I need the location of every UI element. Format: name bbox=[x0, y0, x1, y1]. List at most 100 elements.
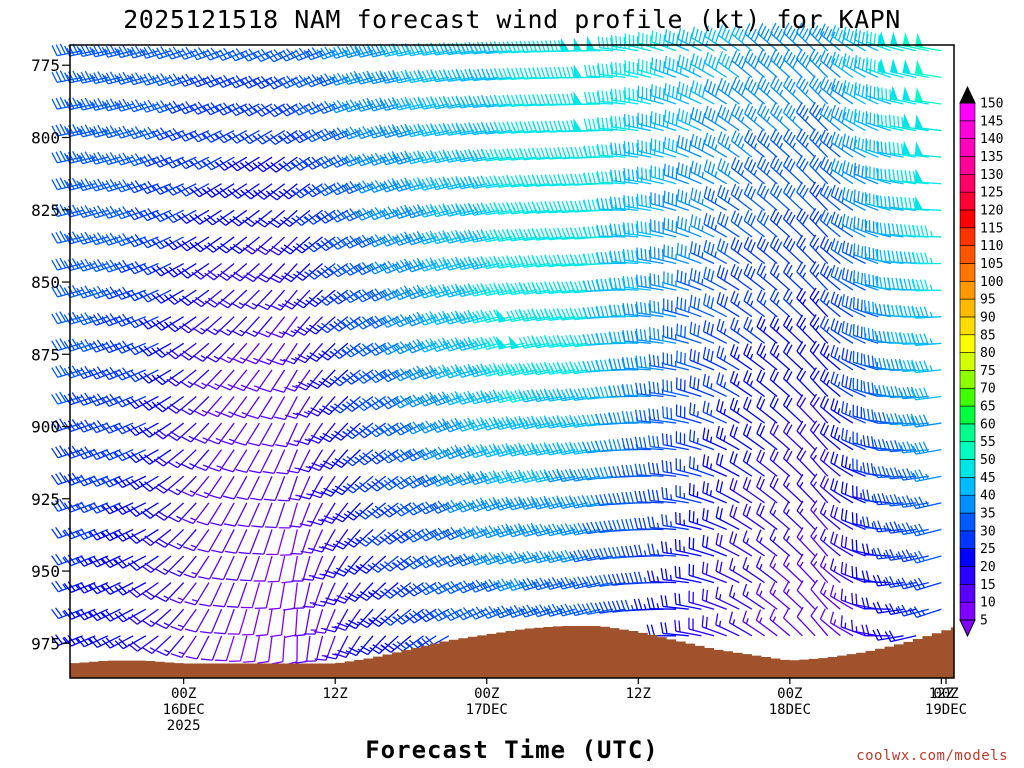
wind-barb bbox=[357, 608, 387, 629]
wind-barb bbox=[227, 609, 248, 635]
wind-barb bbox=[392, 123, 424, 138]
x-tick-label: 12Z bbox=[929, 686, 954, 702]
colorbar-tick-label: 95 bbox=[980, 293, 996, 308]
y-tick-label: 825 bbox=[31, 201, 60, 220]
wind-barb bbox=[676, 350, 702, 371]
wind-barb bbox=[270, 289, 298, 311]
wind-barb bbox=[193, 396, 223, 417]
wind-barb bbox=[302, 582, 324, 608]
wind-barb bbox=[743, 316, 765, 344]
wind-barb bbox=[392, 204, 424, 219]
wind-barb bbox=[243, 635, 261, 663]
wind-barb bbox=[865, 30, 892, 52]
wind-barb bbox=[242, 209, 273, 228]
wind-barb bbox=[417, 122, 449, 137]
wind-barb bbox=[756, 476, 778, 504]
wind-barb bbox=[688, 563, 715, 584]
wind-barb bbox=[253, 48, 285, 63]
wind-barb bbox=[308, 422, 336, 444]
wind-barb bbox=[690, 106, 715, 132]
wind-barb bbox=[505, 415, 538, 430]
wind-barb bbox=[690, 187, 715, 211]
wind-barb bbox=[676, 215, 702, 238]
colorbar-swatch bbox=[959, 316, 976, 336]
wind-barb bbox=[184, 582, 210, 606]
wind-barb bbox=[842, 106, 866, 132]
colorbar-swatch bbox=[959, 138, 976, 157]
wind-barb bbox=[902, 113, 929, 132]
wind-barb bbox=[101, 449, 134, 461]
wind-barb bbox=[257, 635, 273, 664]
wind-barb bbox=[782, 554, 803, 584]
wind-barb bbox=[518, 442, 551, 457]
wind-barb bbox=[674, 592, 702, 610]
wind-barb bbox=[610, 61, 639, 79]
wind-barb bbox=[354, 126, 386, 140]
wind-barb bbox=[715, 613, 740, 637]
wind-barb bbox=[649, 273, 677, 291]
wind-barb bbox=[730, 263, 753, 291]
wind-barb bbox=[275, 422, 298, 448]
wind-barb bbox=[354, 261, 386, 276]
wind-barb bbox=[689, 402, 715, 424]
x-tick-label: 00Z bbox=[777, 686, 802, 702]
wind-barb bbox=[442, 283, 475, 298]
wind-barb bbox=[569, 603, 601, 617]
wind-barb bbox=[660, 568, 689, 584]
wind-barb bbox=[417, 311, 450, 326]
wind-barb bbox=[676, 162, 702, 185]
wind-barb bbox=[885, 467, 917, 480]
wind-barb bbox=[417, 501, 450, 515]
wind-barb bbox=[689, 268, 715, 291]
wind-barb bbox=[742, 450, 765, 477]
wind-barb bbox=[877, 57, 904, 79]
x-axis-label: Forecast Time (UTC) bbox=[365, 736, 659, 764]
wind-barb bbox=[782, 261, 803, 291]
wind-barb bbox=[213, 608, 235, 635]
colorbar-tick-label: 120 bbox=[980, 203, 1003, 218]
wind-barb bbox=[237, 502, 261, 528]
wind-barb bbox=[114, 152, 146, 166]
wind-barb bbox=[861, 570, 891, 584]
wind-barb bbox=[531, 604, 563, 618]
wind-barb bbox=[531, 415, 563, 430]
wind-barb bbox=[756, 236, 778, 265]
wind-barb bbox=[141, 555, 172, 574]
wind-barb bbox=[506, 362, 538, 376]
wind-barb bbox=[809, 287, 829, 318]
wind-barb bbox=[636, 193, 664, 211]
colorbar-tick-label: 135 bbox=[980, 150, 1003, 165]
x-tick-label: 2025 bbox=[167, 718, 201, 734]
wind-barb bbox=[282, 582, 298, 611]
wind-barb bbox=[261, 422, 286, 447]
wind-barb bbox=[332, 502, 361, 523]
wind-barb bbox=[212, 582, 235, 608]
credit-text[interactable]: coolwx.com/models bbox=[856, 748, 1008, 764]
wind-barb bbox=[730, 237, 753, 265]
wind-barb bbox=[208, 449, 235, 472]
wind-barb bbox=[796, 261, 816, 291]
wind-barb bbox=[297, 449, 324, 473]
wind-barb bbox=[910, 360, 942, 374]
wind-barb bbox=[674, 565, 702, 584]
wind-barb bbox=[830, 78, 854, 105]
wind-barb bbox=[63, 124, 96, 138]
colorbar-swatch bbox=[959, 477, 976, 496]
colorbar-swatch bbox=[959, 227, 976, 246]
wind-barb bbox=[467, 443, 500, 459]
wind-barb bbox=[809, 234, 829, 264]
wind-barb bbox=[192, 342, 222, 362]
wind-barb bbox=[730, 317, 753, 344]
wind-barb bbox=[178, 289, 210, 307]
wind-barb bbox=[89, 528, 121, 541]
wind-barb bbox=[543, 550, 576, 564]
wind-barb bbox=[207, 396, 235, 418]
wind-barb bbox=[155, 555, 185, 576]
wind-barb bbox=[688, 509, 715, 531]
wind-barb bbox=[769, 262, 791, 291]
wind-barb bbox=[262, 449, 286, 475]
wind-barb bbox=[518, 522, 551, 537]
wind-barb bbox=[217, 263, 248, 281]
wind-barb bbox=[114, 340, 147, 354]
wind-barb bbox=[206, 369, 235, 390]
